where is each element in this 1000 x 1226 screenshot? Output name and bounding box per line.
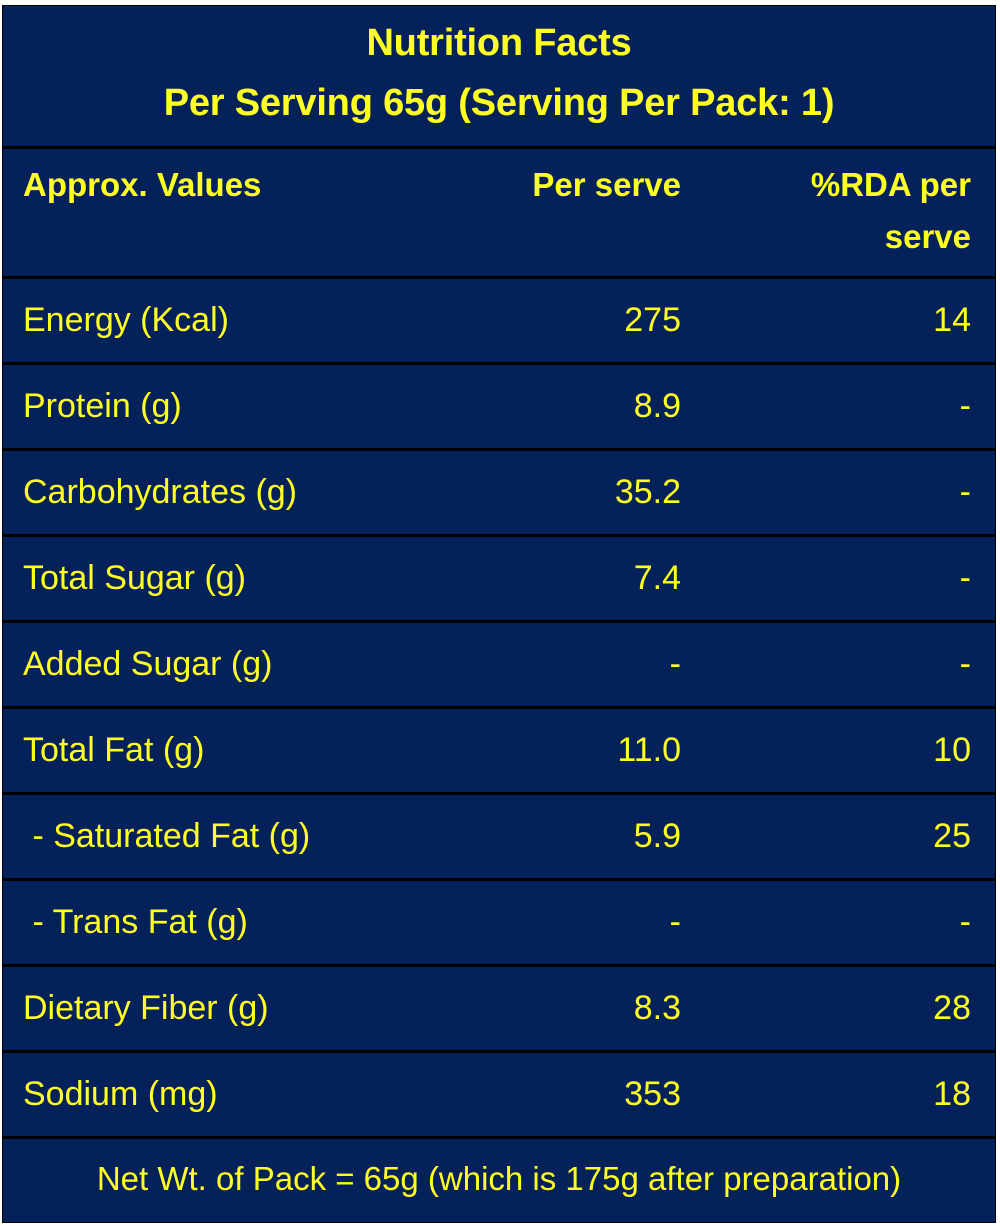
rda-value: - <box>959 559 971 597</box>
nutrient-label: Added Sugar (g) <box>23 645 273 683</box>
table-row: Total Fat (g) 11.0 10 <box>3 709 995 795</box>
table-row: Added Sugar (g) - - <box>3 623 995 709</box>
table-row: Energy (Kcal) 275 14 <box>3 279 995 365</box>
rda-value: 18 <box>933 1075 971 1113</box>
table-row: Carbohydrates (g) 35.2 - <box>3 451 995 537</box>
nutrition-facts-panel: Nutrition Facts Per Serving 65g (Serving… <box>2 5 996 1223</box>
per-serve-value: 353 <box>624 1075 681 1113</box>
per-serve-value: 11.0 <box>617 731 681 769</box>
column-header-row: Approx. Values Per serve %RDA per serve <box>3 149 995 279</box>
column-header-per-serve: Per serve <box>532 166 681 203</box>
rda-value: - <box>959 473 971 511</box>
per-serve-value: - <box>669 903 681 941</box>
column-header-approx-values: Approx. Values <box>23 166 262 203</box>
rda-value: 10 <box>933 731 971 769</box>
nutrition-header: Nutrition Facts Per Serving 65g (Serving… <box>3 6 995 149</box>
table-row: Dietary Fiber (g) 8.3 28 <box>3 967 995 1053</box>
column-header-rda-line2: serve <box>884 218 971 255</box>
rda-value: - <box>959 387 971 425</box>
serving-info: Per Serving 65g (Serving Per Pack: 1) <box>163 82 835 124</box>
nutrient-label: Energy (Kcal) <box>23 301 229 339</box>
per-serve-value: 275 <box>624 301 681 339</box>
rda-value: - <box>959 645 971 683</box>
table-row: Total Sugar (g) 7.4 - <box>3 537 995 623</box>
column-header-rda-line1: %RDA per <box>810 166 971 203</box>
nutrient-label: Total Sugar (g) <box>23 559 246 597</box>
table-row: - Trans Fat (g) - - <box>3 881 995 967</box>
table-row: Protein (g) 8.9 - <box>3 365 995 451</box>
nutrient-label: - Saturated Fat (g) <box>23 817 311 855</box>
rda-value: 25 <box>933 817 971 855</box>
rda-value: 14 <box>933 301 971 339</box>
nutrient-label: Dietary Fiber (g) <box>23 989 269 1027</box>
rda-value: - <box>959 903 971 941</box>
table-row: Sodium (mg) 353 18 <box>3 1053 995 1139</box>
nutrient-label: - Trans Fat (g) <box>23 903 248 941</box>
net-weight-note: Net Wt. of Pack = 65g (which is 175g aft… <box>96 1159 902 1197</box>
nutrient-label: Protein (g) <box>23 387 182 425</box>
nutrient-rows: Energy (Kcal) 275 14 Protein (g) 8.9- Carbohy… <box>3 279 995 1139</box>
per-serve-value: 5.9 <box>633 817 681 855</box>
per-serve-value: 35.2 <box>614 473 681 511</box>
rda-value: 28 <box>933 989 971 1027</box>
nutrition-title: Nutrition Facts <box>366 22 632 64</box>
table-row: - Saturated Fat (g) 5.9 25 <box>3 795 995 881</box>
nutrient-label: Total Fat (g) <box>23 731 205 769</box>
nutrient-label: Carbohydrates (g) <box>23 473 298 511</box>
column-header-rda: %RDA per serve <box>681 149 995 276</box>
nutrient-label: Sodium (mg) <box>23 1075 218 1113</box>
per-serve-value: 7.4 <box>633 559 681 597</box>
per-serve-value: 8.3 <box>633 989 681 1027</box>
per-serve-value: - <box>669 645 681 683</box>
per-serve-value: 8.9 <box>633 387 681 425</box>
